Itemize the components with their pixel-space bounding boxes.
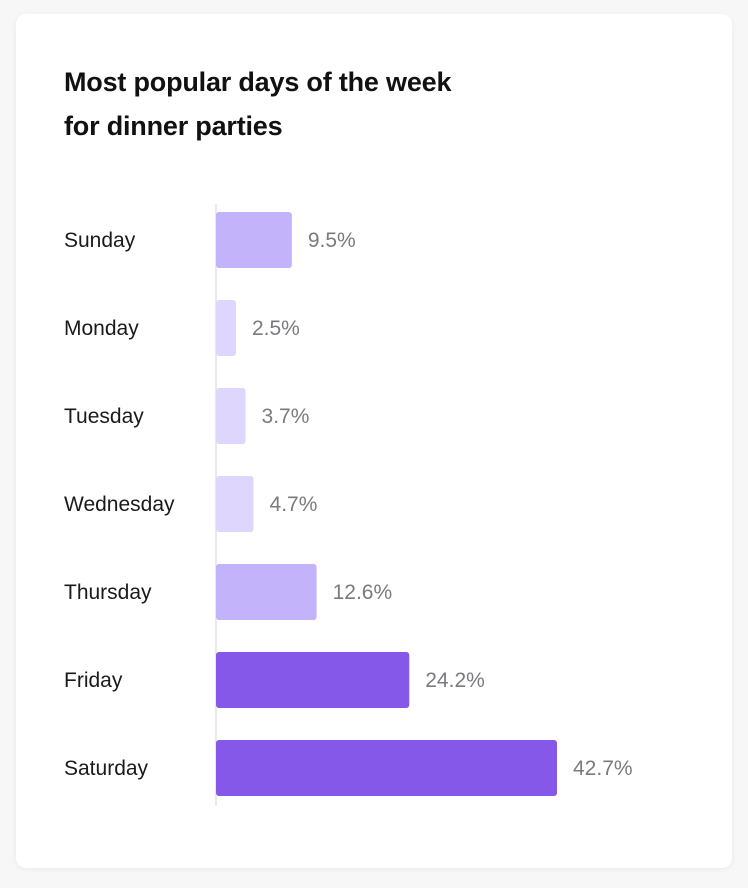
category-label-saturday: Saturday bbox=[64, 757, 149, 780]
bar-friday bbox=[216, 652, 410, 708]
bar-thursday bbox=[216, 564, 317, 620]
value-label-thursday: 12.6% bbox=[333, 581, 393, 604]
category-label-friday: Friday bbox=[64, 669, 123, 692]
category-label-sunday: Sunday bbox=[64, 229, 136, 252]
value-label-wednesday: 4.7% bbox=[270, 493, 318, 516]
bar-tuesday bbox=[216, 388, 246, 444]
chart-card: Most popular days of the week for dinner… bbox=[16, 14, 732, 868]
bar-wednesday bbox=[216, 476, 254, 532]
bar-saturday bbox=[216, 740, 557, 796]
value-label-tuesday: 3.7% bbox=[262, 405, 310, 428]
bar-chart: Sunday 9.5% Monday 2.5% Tuesday 3.7% Wednesday… bbox=[64, 204, 633, 806]
category-label-tuesday: Tuesday bbox=[64, 405, 144, 428]
value-label-sunday: 9.5% bbox=[308, 229, 356, 252]
value-label-saturday: 42.7% bbox=[573, 757, 633, 780]
category-label-thursday: Thursday bbox=[64, 581, 152, 604]
bar-sunday bbox=[216, 212, 292, 268]
value-label-friday: 24.2% bbox=[425, 669, 485, 692]
chart-title: Most popular days of the week for dinner… bbox=[64, 67, 452, 141]
value-label-monday: 2.5% bbox=[252, 317, 300, 340]
bar-monday bbox=[216, 300, 236, 356]
category-label-wednesday: Wednesday bbox=[64, 493, 175, 516]
category-label-monday: Monday bbox=[64, 317, 139, 340]
bars-group: Sunday 9.5% Monday 2.5% Tuesday 3.7% Wednesday… bbox=[64, 212, 633, 796]
